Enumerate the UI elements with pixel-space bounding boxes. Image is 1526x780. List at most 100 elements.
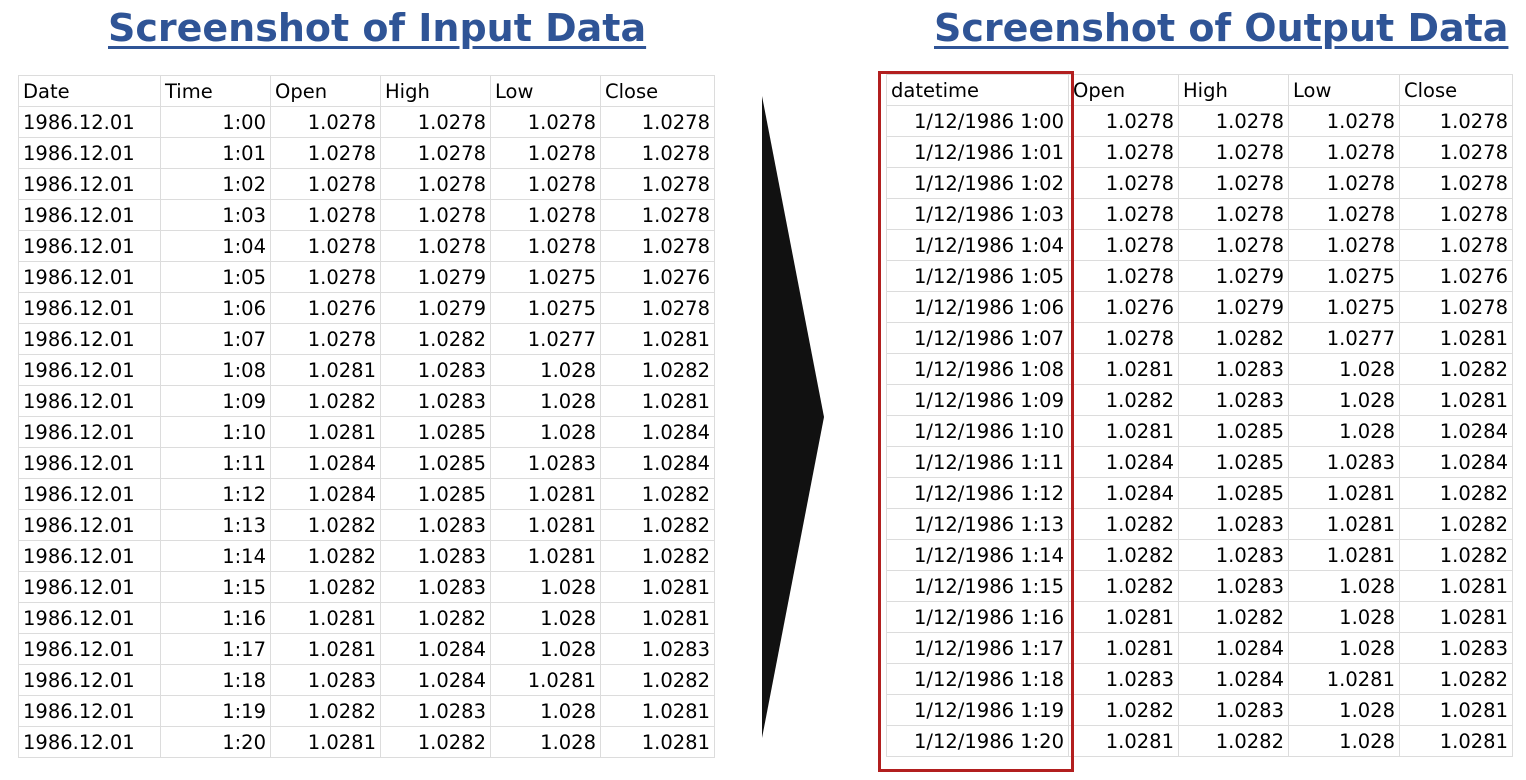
table-cell[interactable]: 1:11 xyxy=(160,447,271,479)
table-cell[interactable]: 1:03 xyxy=(160,199,271,231)
table-cell[interactable]: 1986.12.01 xyxy=(18,478,161,510)
table-cell[interactable]: 1.0282 xyxy=(270,509,381,541)
table-cell[interactable]: 1.0281 xyxy=(270,354,381,386)
table-cell[interactable]: 1:12 xyxy=(160,478,271,510)
table-cell[interactable]: 1.0281 xyxy=(1399,725,1513,757)
table-cell[interactable]: 1/12/1986 1:03 xyxy=(886,198,1069,230)
table-cell[interactable]: 1.0278 xyxy=(1288,198,1400,230)
table-cell[interactable]: 1.0278 xyxy=(490,168,601,200)
table-cell[interactable]: 1.0284 xyxy=(600,447,715,479)
table-cell[interactable]: 1.0277 xyxy=(1288,322,1400,354)
table-cell[interactable]: 1.0278 xyxy=(380,106,491,138)
table-cell[interactable]: 1.0278 xyxy=(270,168,381,200)
table-cell[interactable]: 1:15 xyxy=(160,571,271,603)
table-cell[interactable]: 1:06 xyxy=(160,292,271,324)
table-cell[interactable]: 1.0284 xyxy=(1068,446,1179,478)
table-cell[interactable]: 1.0281 xyxy=(270,726,381,758)
table-cell[interactable]: 1:04 xyxy=(160,230,271,262)
table-cell[interactable]: 1.0282 xyxy=(1399,539,1513,571)
table-cell[interactable]: 1.0281 xyxy=(1288,663,1400,695)
table-cell[interactable]: 1.0281 xyxy=(1399,322,1513,354)
column-header[interactable]: Close xyxy=(1399,74,1513,106)
table-cell[interactable]: 1.0282 xyxy=(600,354,715,386)
table-cell[interactable]: 1.028 xyxy=(1288,601,1400,633)
table-cell[interactable]: 1.0281 xyxy=(1068,353,1179,385)
table-cell[interactable]: 1.0278 xyxy=(270,230,381,262)
table-cell[interactable]: 1.028 xyxy=(490,416,601,448)
table-cell[interactable]: 1:07 xyxy=(160,323,271,355)
column-header[interactable]: Date xyxy=(18,75,161,107)
column-header[interactable]: Open xyxy=(270,75,381,107)
table-cell[interactable]: 1986.12.01 xyxy=(18,323,161,355)
table-cell[interactable]: 1/12/1986 1:19 xyxy=(886,694,1069,726)
table-cell[interactable]: 1.0281 xyxy=(1068,632,1179,664)
table-cell[interactable]: 1.0281 xyxy=(1399,601,1513,633)
column-header[interactable]: Low xyxy=(490,75,601,107)
table-cell[interactable]: 1.0285 xyxy=(380,447,491,479)
table-cell[interactable]: 1/12/1986 1:20 xyxy=(886,725,1069,757)
table-cell[interactable]: 1.0282 xyxy=(1068,570,1179,602)
table-cell[interactable]: 1.028 xyxy=(490,354,601,386)
table-cell[interactable]: 1.0278 xyxy=(600,137,715,169)
table-cell[interactable]: 1.0276 xyxy=(270,292,381,324)
table-cell[interactable]: 1.0284 xyxy=(380,633,491,665)
table-cell[interactable]: 1.0283 xyxy=(1178,384,1289,416)
table-cell[interactable]: 1/12/1986 1:16 xyxy=(886,601,1069,633)
table-cell[interactable]: 1.028 xyxy=(490,385,601,417)
table-cell[interactable]: 1.0275 xyxy=(1288,291,1400,323)
table-cell[interactable]: 1.0278 xyxy=(490,230,601,262)
table-cell[interactable]: 1/12/1986 1:00 xyxy=(886,105,1069,137)
table-cell[interactable]: 1.0281 xyxy=(1068,601,1179,633)
table-cell[interactable]: 1.0281 xyxy=(270,602,381,634)
table-cell[interactable]: 1.0278 xyxy=(270,137,381,169)
table-cell[interactable]: 1/12/1986 1:15 xyxy=(886,570,1069,602)
table-cell[interactable]: 1.0283 xyxy=(380,695,491,727)
table-cell[interactable]: 1.0281 xyxy=(270,633,381,665)
table-cell[interactable]: 1986.12.01 xyxy=(18,168,161,200)
table-cell[interactable]: 1:14 xyxy=(160,540,271,572)
table-cell[interactable]: 1986.12.01 xyxy=(18,385,161,417)
table-cell[interactable]: 1986.12.01 xyxy=(18,199,161,231)
table-cell[interactable]: 1/12/1986 1:09 xyxy=(886,384,1069,416)
table-cell[interactable]: 1:19 xyxy=(160,695,271,727)
table-cell[interactable]: 1/12/1986 1:18 xyxy=(886,663,1069,695)
table-cell[interactable]: 1/12/1986 1:10 xyxy=(886,415,1069,447)
table-cell[interactable]: 1.0276 xyxy=(1399,260,1513,292)
table-cell[interactable]: 1:09 xyxy=(160,385,271,417)
table-cell[interactable]: 1/12/1986 1:07 xyxy=(886,322,1069,354)
table-cell[interactable]: 1.0278 xyxy=(1068,198,1179,230)
table-cell[interactable]: 1.0282 xyxy=(600,509,715,541)
table-cell[interactable]: 1.0278 xyxy=(380,137,491,169)
table-cell[interactable]: 1.0282 xyxy=(380,726,491,758)
table-cell[interactable]: 1.0277 xyxy=(490,323,601,355)
table-cell[interactable]: 1.0275 xyxy=(1288,260,1400,292)
table-cell[interactable]: 1.0282 xyxy=(1399,353,1513,385)
table-cell[interactable]: 1.0282 xyxy=(270,695,381,727)
table-cell[interactable]: 1.0279 xyxy=(380,261,491,293)
table-cell[interactable]: 1.0279 xyxy=(380,292,491,324)
table-cell[interactable]: 1.0283 xyxy=(380,540,491,572)
table-cell[interactable]: 1:13 xyxy=(160,509,271,541)
table-cell[interactable]: 1.0285 xyxy=(1178,477,1289,509)
table-cell[interactable]: 1.0278 xyxy=(1068,260,1179,292)
table-cell[interactable]: 1.0285 xyxy=(380,416,491,448)
table-cell[interactable]: 1.0282 xyxy=(600,478,715,510)
table-cell[interactable]: 1.0276 xyxy=(1068,291,1179,323)
table-cell[interactable]: 1.0282 xyxy=(600,540,715,572)
table-cell[interactable]: 1.0283 xyxy=(490,447,601,479)
table-cell[interactable]: 1.0284 xyxy=(270,478,381,510)
table-cell[interactable]: 1.0278 xyxy=(1399,167,1513,199)
table-cell[interactable]: 1.0285 xyxy=(380,478,491,510)
column-header[interactable]: High xyxy=(1178,74,1289,106)
table-cell[interactable]: 1.0283 xyxy=(380,354,491,386)
table-cell[interactable]: 1.0282 xyxy=(270,540,381,572)
table-cell[interactable]: 1986.12.01 xyxy=(18,633,161,665)
table-cell[interactable]: 1.0283 xyxy=(1178,694,1289,726)
table-cell[interactable]: 1.0278 xyxy=(1288,229,1400,261)
table-cell[interactable]: 1.0276 xyxy=(600,261,715,293)
table-cell[interactable]: 1/12/1986 1:04 xyxy=(886,229,1069,261)
table-cell[interactable]: 1986.12.01 xyxy=(18,571,161,603)
table-cell[interactable]: 1/12/1986 1:06 xyxy=(886,291,1069,323)
column-header[interactable]: Open xyxy=(1068,74,1179,106)
table-cell[interactable]: 1.0278 xyxy=(1178,167,1289,199)
